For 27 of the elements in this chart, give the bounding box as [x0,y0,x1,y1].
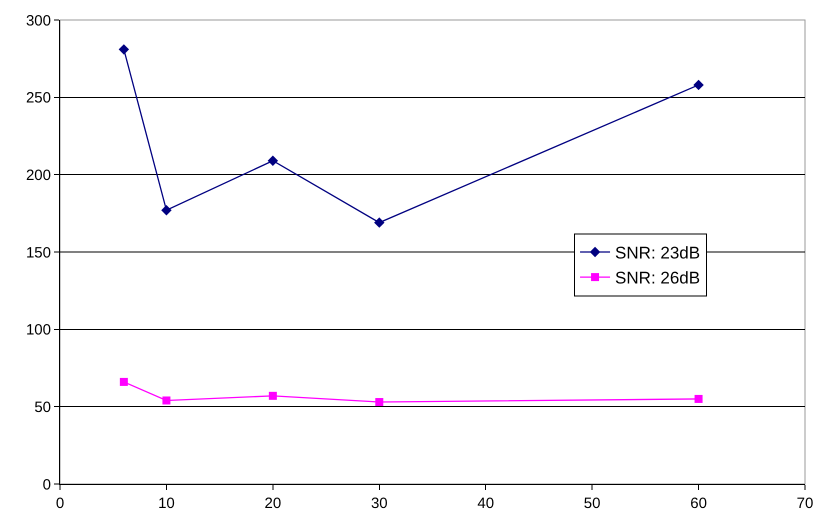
x-tick-label: 30 [370,495,388,512]
point [374,217,384,228]
x-tick-label: 10 [158,495,175,512]
x-tick-label: 50 [584,495,600,512]
point [694,394,703,403]
y-tick-label: 50 [34,398,51,416]
legend-label: SNR: 26dB [615,268,700,288]
point [268,156,278,166]
x-tick-label: 60 [690,495,707,512]
point [268,392,277,400]
legend-label: SNR: 23dB [615,244,700,263]
point [162,396,170,404]
y-tick-label: 0 [42,476,51,494]
point [375,398,384,406]
y-tick-label: 150 [26,244,51,262]
y-tick-label: 200 [26,166,51,184]
x-tick-label: 40 [477,495,494,512]
x-tick-label: 20 [264,495,282,512]
point [161,205,172,216]
y-tick-label: 250 [26,90,51,107]
x-tick-label: 70 [796,495,814,512]
y-tick-label: 100 [26,322,51,339]
point [118,44,130,55]
x-tick-label: 0 [56,495,64,512]
y-tick-label: 300 [26,12,51,30]
point [693,80,704,90]
point [120,378,128,386]
